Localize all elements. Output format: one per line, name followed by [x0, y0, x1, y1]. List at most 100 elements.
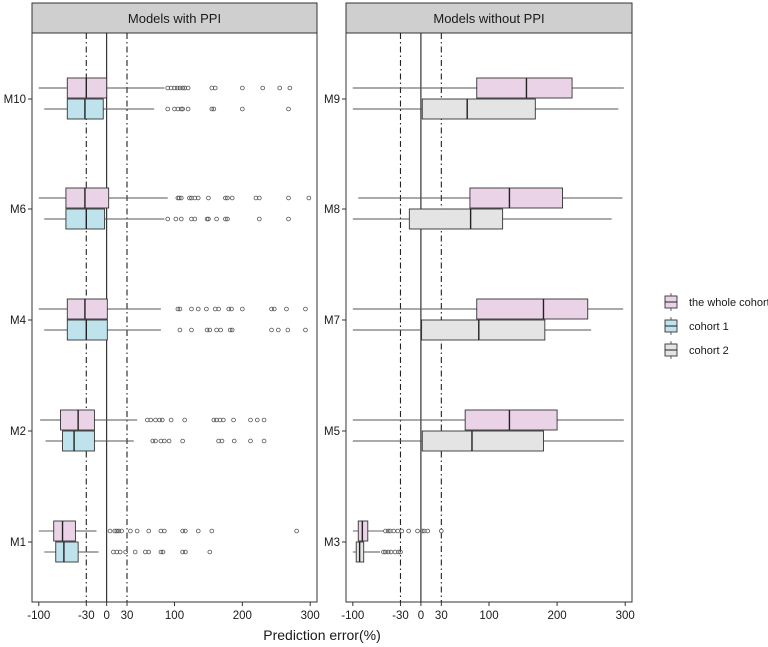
box-m1-c1 — [55, 541, 79, 563]
panel-with-ppi: Models with PPI -100 -30 0 30 100 200 300 M10 M6 M… — [4, 2, 320, 622]
outlier-point — [396, 549, 401, 555]
outlier-point — [277, 85, 282, 91]
outlier-point — [257, 216, 262, 222]
outlier-point — [146, 549, 152, 555]
outlier-point — [261, 417, 267, 423]
box-m6-whole — [65, 187, 110, 209]
outlier-point — [183, 528, 188, 534]
outlier-point — [165, 106, 171, 112]
outlier-point — [225, 195, 230, 201]
x-tick-label: 300 — [616, 610, 635, 622]
outlier-point — [175, 195, 181, 201]
outlier-point — [216, 438, 221, 444]
outlier-point — [399, 528, 405, 534]
outlier-point — [180, 106, 185, 112]
outlier-point — [223, 216, 228, 222]
outlier-point — [225, 216, 230, 222]
legend-label-c2: cohort 2 — [689, 345, 729, 357]
outlier-point — [207, 327, 213, 333]
outlier-point — [134, 528, 140, 534]
outlier-point — [195, 306, 201, 312]
outlier-point — [229, 327, 235, 333]
outlier-point — [214, 417, 219, 423]
outlier-point — [211, 106, 217, 112]
outlier-point — [158, 549, 164, 555]
outlier-point — [180, 528, 185, 534]
outlier-point — [178, 106, 184, 112]
outlier-point — [206, 216, 211, 222]
outlier-point — [107, 528, 113, 534]
box-m7-c2 — [421, 319, 546, 341]
x-tick-label: -30 — [78, 610, 95, 622]
outlier-point — [383, 549, 388, 555]
outlier-point — [287, 85, 293, 91]
outlier-point — [160, 549, 166, 555]
outlier-point — [145, 417, 150, 423]
outlier-point — [240, 306, 245, 312]
outlier-point — [180, 85, 185, 91]
panel-title: Models with PPI — [128, 11, 221, 26]
outlier-point — [221, 417, 226, 423]
outlier-point — [207, 549, 213, 555]
y-tick-label: M1 — [10, 537, 26, 549]
outlier-point — [214, 216, 219, 222]
outlier-point — [229, 306, 234, 312]
outlier-point — [206, 195, 211, 201]
x-tick-label: -100 — [27, 610, 50, 622]
outlier-point — [148, 417, 154, 423]
box-m2-c1 — [62, 430, 95, 452]
outlier-point — [195, 195, 201, 201]
outlier-point — [192, 195, 198, 201]
outlier-point — [398, 549, 403, 555]
outlier-point — [177, 306, 183, 312]
outlier-point — [117, 549, 123, 555]
y-tick-label: M6 — [10, 204, 26, 216]
outlier-point — [212, 306, 218, 312]
outlier-point — [303, 327, 308, 333]
outlier-point — [119, 528, 124, 534]
outlier-point — [227, 327, 233, 333]
outlier-point — [385, 549, 391, 555]
y-tick-label: M4 — [10, 315, 27, 327]
box-m9-c2 — [421, 98, 536, 120]
outlier-point — [217, 417, 223, 423]
outlier-point — [178, 216, 184, 222]
outlier-point — [439, 528, 444, 534]
x-tick-label: -100 — [341, 610, 364, 622]
box-m4-whole — [66, 298, 108, 320]
y-tick-label: M9 — [324, 94, 340, 106]
outlier-point — [175, 306, 181, 312]
outlier-point — [132, 549, 138, 555]
outlier-point — [240, 106, 245, 112]
outlier-point — [209, 85, 215, 91]
outlier-point — [253, 195, 259, 201]
outlier-point — [175, 106, 181, 112]
outlier-point — [257, 195, 262, 201]
panel-strip — [31, 2, 318, 34]
y-tick-label: M10 — [4, 94, 26, 106]
outlier-point — [381, 549, 386, 555]
outlier-point — [260, 85, 266, 91]
box-m1-whole — [53, 520, 76, 542]
outlier-point — [185, 85, 191, 91]
panel-without-ppi: Models without PPI -100 -30 0 30 100 200 300 M9 M… — [324, 2, 635, 622]
panel-strip — [345, 2, 633, 34]
outlier-point — [180, 549, 185, 555]
outlier-point — [209, 106, 215, 112]
box-m7-whole — [476, 298, 589, 320]
y-tick-label: M7 — [324, 315, 340, 327]
outlier-point — [187, 195, 192, 201]
outlier-point — [162, 528, 167, 534]
outlier-point — [123, 549, 128, 555]
outlier-point — [286, 216, 291, 222]
outlier-point — [211, 417, 217, 423]
y-tick-label: M8 — [324, 204, 340, 216]
outlier-point — [254, 417, 260, 423]
x-tick-label: 100 — [479, 610, 498, 622]
outlier-point — [212, 85, 218, 91]
legend-label-whole: the whole cohort — [689, 297, 768, 309]
outlier-point — [189, 306, 194, 312]
outlier-point — [177, 327, 183, 333]
x-tick-label: 300 — [301, 610, 320, 622]
x-tick-label: 200 — [233, 610, 252, 622]
